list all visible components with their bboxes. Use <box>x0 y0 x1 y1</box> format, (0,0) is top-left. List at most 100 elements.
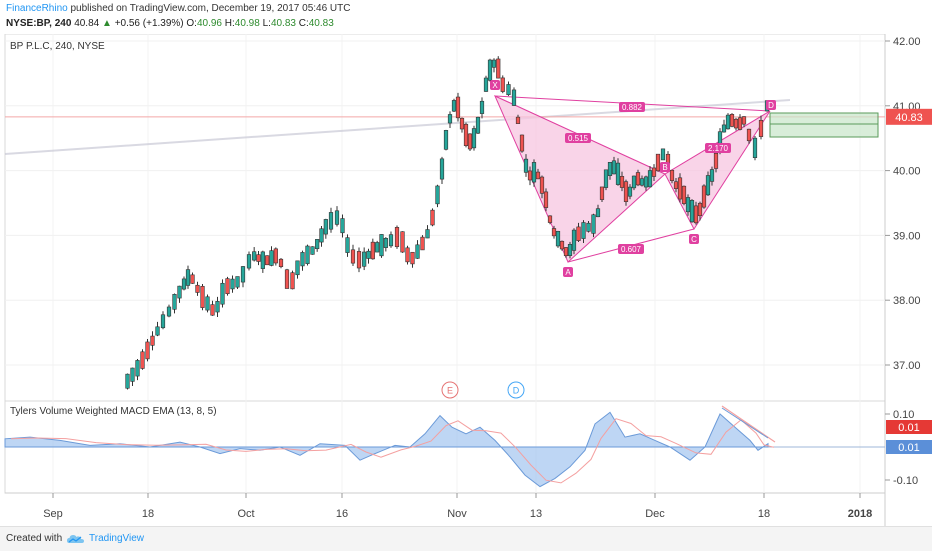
symbol-label[interactable]: NYSE:BP, 240 <box>6 18 72 29</box>
candle-body <box>527 170 533 181</box>
candle-body <box>655 153 661 172</box>
candle-body <box>205 296 210 311</box>
main-pane[interactable] <box>4 34 886 402</box>
time-axis[interactable]: Sep 18 Oct 16 Nov 13 Dec 18 2018 <box>43 493 872 520</box>
svg-text:0.607: 0.607 <box>621 245 642 254</box>
candle-body <box>555 230 561 247</box>
candle-body <box>746 128 752 142</box>
candle-body <box>581 222 586 239</box>
candle-body <box>758 120 764 137</box>
target-zone-box[interactable] <box>769 112 879 138</box>
candle-body <box>539 176 545 194</box>
footer-bar: Created with TradingView <box>0 526 932 551</box>
svg-text:D: D <box>513 386 520 396</box>
candle-body <box>425 229 430 239</box>
candle-body <box>733 118 739 129</box>
svg-text:0.515: 0.515 <box>568 134 589 143</box>
high-value: 40.98 <box>234 18 260 29</box>
close-label: C: <box>298 18 309 29</box>
indicator-trend-line-lower[interactable] <box>721 407 769 439</box>
event-marker-earnings[interactable]: E <box>441 381 459 399</box>
candle-body <box>479 100 485 114</box>
candle-body <box>190 274 195 284</box>
candle-body <box>439 158 445 180</box>
candle-body <box>269 250 274 266</box>
candle-body <box>729 114 735 127</box>
pattern-labels: X A B C D 0.882 0.515 2.170 0.607 <box>490 80 776 277</box>
candle-body <box>295 260 300 276</box>
candle-body <box>145 341 150 360</box>
candle-body <box>177 285 182 299</box>
time-tick-label: Nov <box>447 508 467 520</box>
svg-text:A: A <box>565 268 571 277</box>
pattern-label-b: B <box>660 162 670 172</box>
candle-body <box>334 210 340 225</box>
candle-body <box>305 245 310 264</box>
publisher-link[interactable]: FinanceRhino <box>6 3 68 14</box>
candle-body <box>273 248 278 264</box>
candle-body <box>635 172 641 186</box>
indicator-axis[interactable]: 0.10 -0.10 <box>885 409 918 487</box>
price-tick-label: 38.00 <box>893 295 921 307</box>
candle-body <box>323 219 328 235</box>
candle-body <box>615 162 621 185</box>
candle-body <box>379 234 384 257</box>
candle-body <box>350 249 356 264</box>
candle-body <box>420 236 425 251</box>
candle-body <box>559 240 565 250</box>
candle-body <box>693 205 699 224</box>
candle-body <box>185 269 191 286</box>
time-tick-label: Oct <box>237 508 254 520</box>
candle-body <box>523 158 529 173</box>
ratio-label-0515: 0.515 <box>565 133 591 143</box>
candle-body <box>310 246 315 255</box>
ratio-label-2170: 2.170 <box>705 143 731 153</box>
time-tick-label: 18 <box>758 508 770 520</box>
candle-body <box>721 124 727 133</box>
change-value: +0.56 (+1.39%) <box>114 18 184 29</box>
tradingview-brand-link[interactable]: TradingView <box>89 533 145 544</box>
candle-body <box>496 58 501 79</box>
candle-body <box>220 282 225 305</box>
candle-body <box>643 176 649 188</box>
candle-body <box>681 185 687 204</box>
candle-body <box>328 212 334 230</box>
candle-body <box>256 254 261 262</box>
indicator-badge-blue: 0.01 <box>886 440 932 454</box>
change-arrow-icon: ▲ <box>102 18 112 29</box>
candle-body <box>443 130 449 150</box>
candle-body <box>563 247 569 257</box>
candle-body <box>487 59 493 81</box>
candle-body <box>713 152 719 169</box>
candle-body <box>511 89 517 106</box>
candle-body <box>246 254 252 269</box>
event-marker-dividend[interactable]: D <box>507 381 525 399</box>
svg-text:C: C <box>691 235 697 244</box>
candle-body <box>607 161 613 176</box>
candle-body <box>200 285 205 308</box>
candle-body <box>547 215 553 223</box>
candle-body <box>278 258 284 267</box>
price-tick-label: 37.00 <box>893 360 921 372</box>
candle-body <box>519 134 525 152</box>
candle-body <box>260 251 265 269</box>
candle-body <box>705 175 711 196</box>
price-tick-label: 42.00 <box>893 36 921 48</box>
candle-body <box>400 231 405 253</box>
ratio-label-0882: 0.882 <box>619 102 645 112</box>
pattern-label-a: A <box>563 267 573 277</box>
candle-body <box>388 234 394 247</box>
price-tick-label: 40.00 <box>893 166 921 178</box>
candle-body <box>284 269 290 289</box>
svg-text:40.83: 40.83 <box>895 112 923 124</box>
trend-line[interactable] <box>4 99 791 155</box>
candle-body <box>709 169 715 182</box>
pattern-label-x: X <box>490 80 500 90</box>
high-label: H: <box>224 18 235 29</box>
candle-body <box>315 239 320 250</box>
chart-canvas[interactable]: X A B C D 0.882 0.515 2.170 0.607 E D BP… <box>0 34 932 526</box>
indicator-title[interactable]: Tylers Volume Weighted MACD EMA (13, 8, … <box>10 406 217 417</box>
indicator-trend-line-upper[interactable] <box>721 405 776 443</box>
candle-body <box>345 237 350 253</box>
